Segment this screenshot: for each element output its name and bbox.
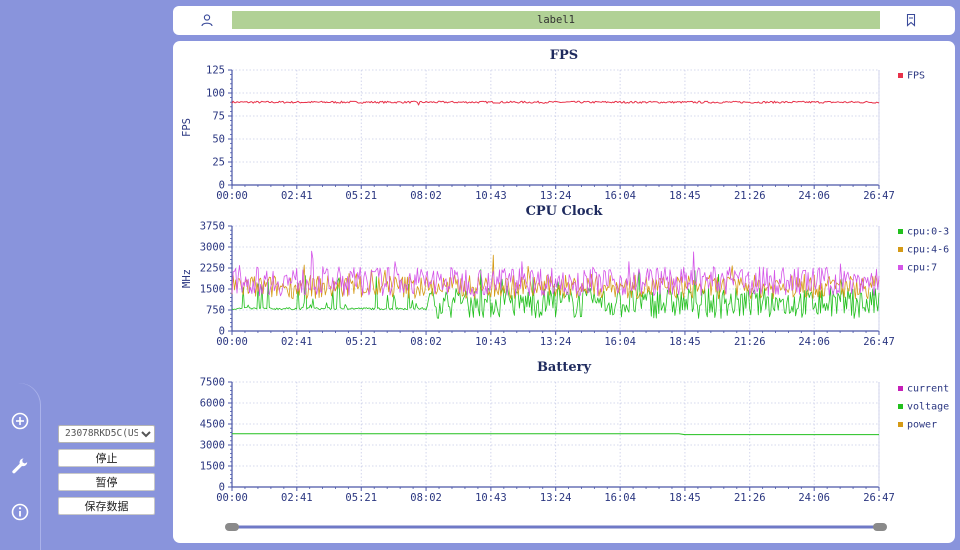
side-nav	[0, 383, 40, 550]
info-icon[interactable]	[10, 502, 30, 522]
user-icon[interactable]	[200, 13, 214, 27]
time-range-slider[interactable]	[225, 522, 887, 532]
stop-button[interactable]: 停止	[58, 448, 155, 467]
add-circle-icon[interactable]	[10, 411, 30, 431]
charts-panel: FPS CPU Clock Battery	[173, 41, 955, 543]
top-bar: label1	[173, 6, 955, 35]
wrench-icon[interactable]	[10, 456, 30, 476]
save-data-button[interactable]: 保存数据	[58, 496, 155, 515]
range-start-handle[interactable]	[225, 523, 239, 531]
pause-button[interactable]: 暂停	[58, 472, 155, 491]
status-label: label1	[232, 11, 880, 29]
control-panel: 23078RKD5C(USB) 停止 暂停 保存数据	[58, 421, 155, 515]
range-end-handle[interactable]	[873, 523, 887, 531]
cpu-chart-title: CPU Clock	[525, 204, 603, 219]
fps-chart-title: FPS	[549, 48, 579, 63]
bookmark-icon[interactable]	[904, 13, 918, 27]
device-select[interactable]: 23078RKD5C(USB)	[58, 424, 155, 443]
battery-chart-title: Battery	[536, 360, 592, 375]
